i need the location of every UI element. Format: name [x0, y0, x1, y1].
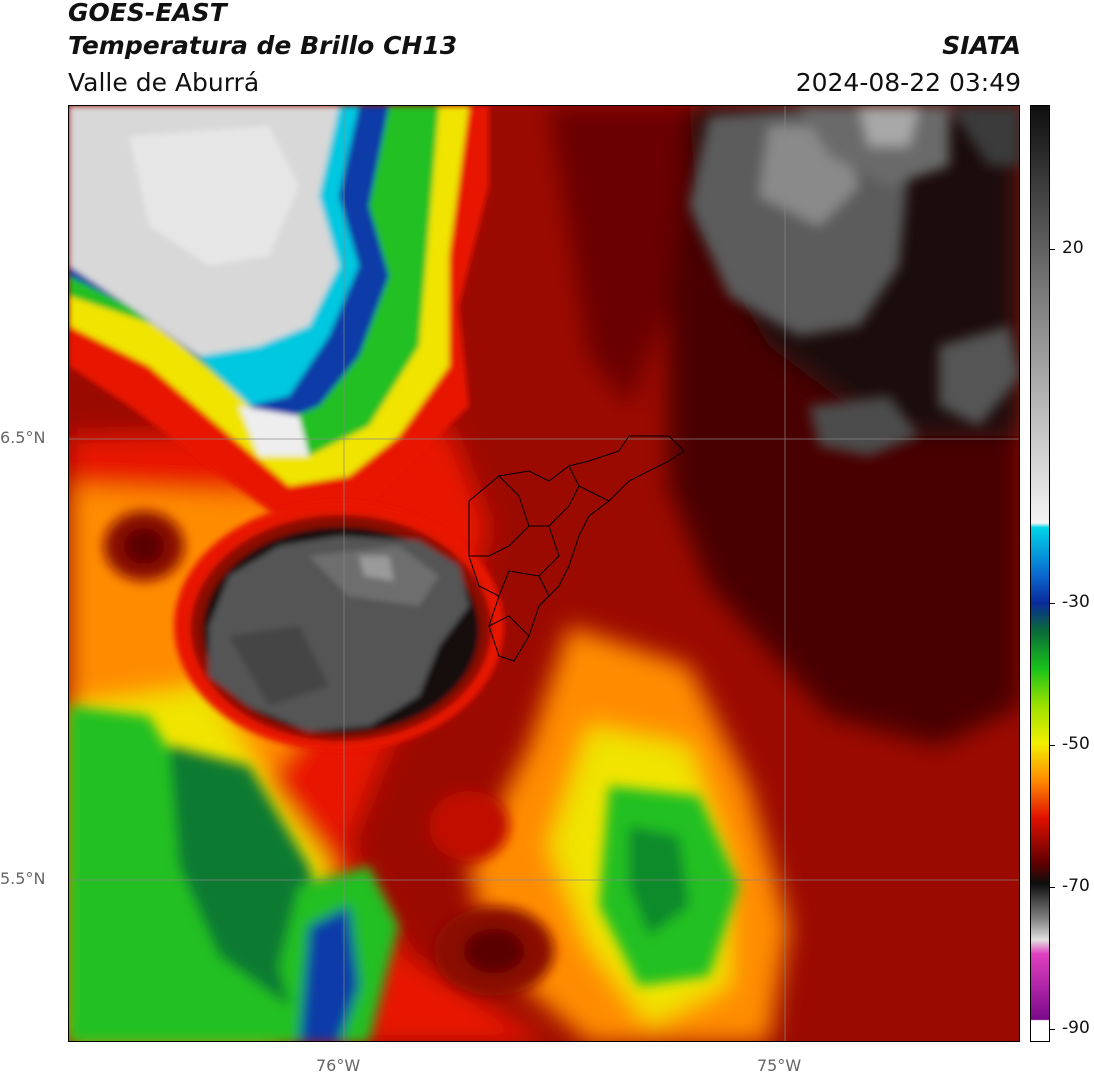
central-convective-cell [174, 501, 504, 751]
agency-title: SIATA [942, 31, 1021, 60]
municipal-boundaries [468, 435, 685, 662]
colorbar-label-minus90: -90 [1062, 1018, 1090, 1038]
product-title: Temperatura de Brillo CH13 [68, 31, 458, 60]
satellite-title: GOES-EAST [68, 0, 227, 27]
colorbar [1030, 105, 1050, 1042]
colorbar-label-minus70: -70 [1062, 876, 1090, 896]
lon-label-76: 76°W [316, 1056, 361, 1075]
colorbar-tick-minus90 [1050, 1029, 1055, 1030]
map-canvas [69, 106, 1019, 1041]
colorbar-tick-20 [1050, 249, 1055, 250]
colorbar-tick-minus70 [1050, 887, 1055, 888]
colorbar-label-minus30: -30 [1062, 592, 1090, 612]
colorbar-tick-minus30 [1050, 603, 1055, 604]
datetime-label: 2024-08-22 03:49 [795, 68, 1021, 97]
region-title: Valle de Aburrá [68, 68, 260, 97]
eastern-gray-clouds [689, 106, 1019, 456]
colorbar-label-20: 20 [1062, 238, 1084, 258]
brightness-temperature-map[interactable] [68, 105, 1020, 1042]
lat-label-5-5: 5.5°N [0, 869, 46, 888]
colorbar-tick-minus50 [1050, 745, 1055, 746]
hot-spots [104, 511, 554, 996]
lon-label-75: 75°W [757, 1056, 802, 1075]
northwest-cold-cloud [69, 106, 489, 526]
colorbar-gradient [1031, 106, 1049, 1041]
gridlines [69, 106, 1019, 1041]
green-regions [69, 706, 739, 1041]
colorbar-label-minus50: -50 [1062, 734, 1090, 754]
lat-label-6-5: 6.5°N [0, 428, 46, 447]
